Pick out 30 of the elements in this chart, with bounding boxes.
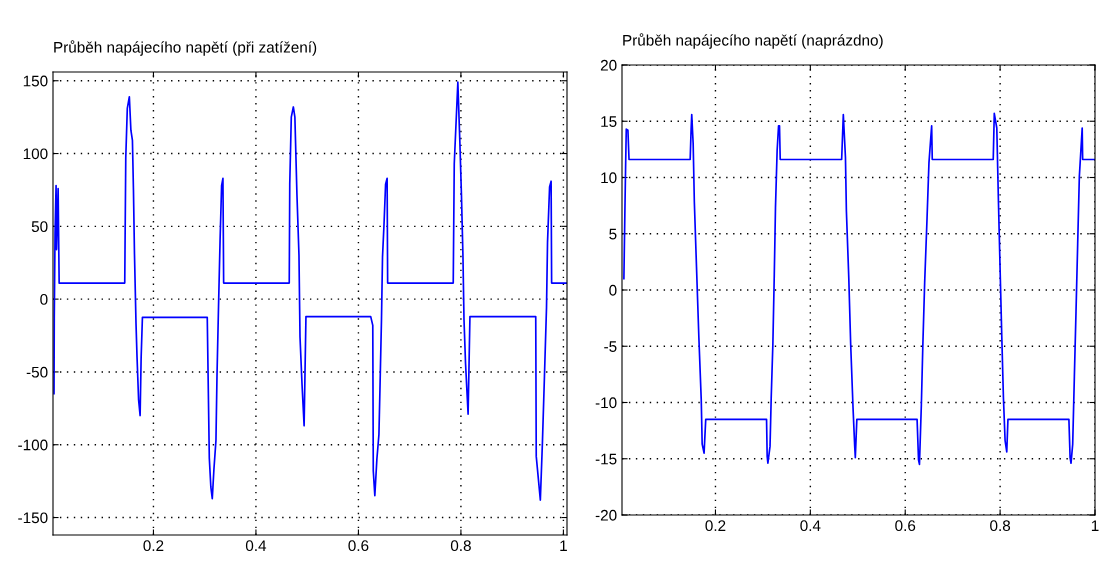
chart-title: Průběh napájecího napětí (při zatížení) [54, 40, 317, 56]
line-series [53, 81, 567, 501]
y-tick-label: -10 [595, 397, 617, 409]
x-tick-label: 0.2 [143, 540, 164, 552]
x-tick-label: 0.4 [245, 540, 267, 552]
y-tick-label: -20 [595, 509, 617, 521]
y-tick-label: -5 [604, 341, 617, 352]
x-tick-label: 0.8 [450, 540, 471, 552]
chart-title: Průběh napájecího napětí (naprázdno) [623, 33, 883, 49]
y-tick-label: 0 [40, 294, 48, 305]
y-tick-label: -150 [18, 512, 48, 524]
y-tick-label: 5 [609, 228, 617, 240]
y-tick-label: -50 [26, 366, 48, 378]
y-tick-label: 10 [601, 172, 617, 184]
x-tick-label: 0.2 [705, 520, 726, 532]
y-tick-label: -15 [595, 453, 617, 465]
y-tick-label: 150 [23, 75, 48, 87]
y-tick-label: -100 [18, 439, 48, 451]
y-tick-label: 0 [609, 284, 617, 296]
x-tick-label: 0.4 [800, 520, 821, 532]
y-tick-label: 50 [31, 221, 48, 233]
y-tick-label: 20 [600, 59, 617, 71]
x-tick-label: 0.6 [895, 520, 916, 532]
x-tick-label: 1 [560, 540, 567, 551]
line-series [623, 112, 1095, 466]
y-tick-label: 15 [601, 116, 617, 127]
x-tick-label: 0.8 [990, 520, 1011, 532]
y-tick-label: 100 [23, 148, 48, 160]
x-tick-label: 0.6 [348, 540, 369, 552]
x-tick-label: 1 [1091, 520, 1099, 531]
